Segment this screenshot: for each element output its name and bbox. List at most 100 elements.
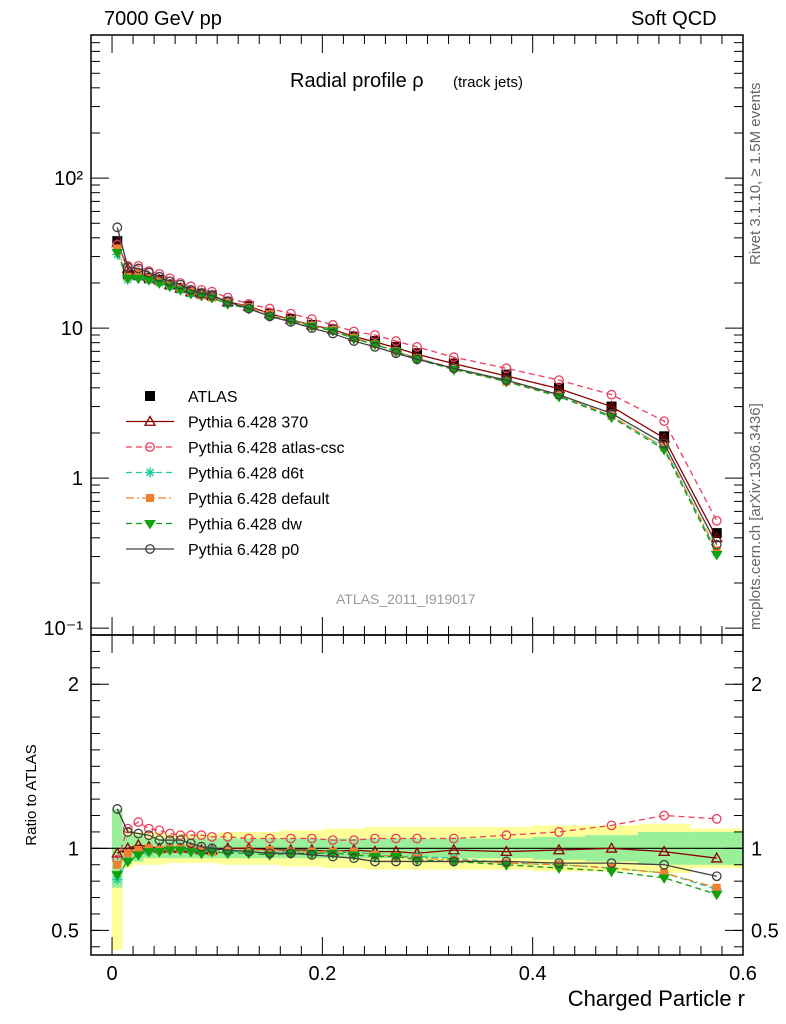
ratio-point (121, 857, 134, 868)
ratio-series-pythia-6-428-atlas-csc (112, 810, 722, 865)
ratio-point (500, 845, 513, 857)
ratio-point (175, 830, 186, 841)
series-line (116, 227, 718, 545)
series-point (134, 269, 143, 278)
ratio-point (348, 851, 360, 861)
ratio-point (605, 867, 618, 878)
ratio-point (306, 833, 317, 844)
axes-group: 10⁻¹ 1 10 10² 0.5 0.5 1 1 2 2 0 0.2 0.4 0.6 (44, 34, 779, 985)
series-point (658, 431, 671, 443)
series-pythia-6-428-p0 (112, 222, 722, 550)
ratio-point (659, 810, 670, 821)
ratio-point (243, 846, 254, 857)
legend-entry: Pythia 6.428 default (126, 491, 330, 508)
ratio-point (326, 849, 339, 860)
series-point (327, 328, 338, 339)
ratio-point (501, 830, 512, 841)
legend-marker (145, 442, 155, 452)
series-point (349, 336, 359, 346)
legend-marker-ATLAS (145, 391, 155, 401)
series-point (412, 354, 422, 365)
series-point (143, 267, 154, 278)
series-point (391, 348, 401, 359)
ratio-point (196, 830, 207, 841)
legend-marker (144, 520, 156, 530)
ratio-point (175, 835, 186, 846)
ratio-point (349, 835, 359, 846)
series-point (153, 279, 166, 289)
data-point (659, 431, 670, 442)
ratio-point (111, 871, 124, 881)
ratio-uncertainty-bands (112, 808, 743, 951)
x-axis-label: Charged Particle r (568, 986, 745, 1011)
series-point (113, 244, 122, 253)
series-point (554, 375, 564, 386)
ratio-point (327, 851, 338, 862)
ratio-y-axis-label: Ratio to ATLAS (23, 744, 40, 845)
ratio-point (154, 825, 165, 836)
series-point (448, 352, 459, 363)
ratio-point (391, 833, 401, 844)
legend-label: Pythia 6.428 370 (188, 415, 308, 432)
series-point (554, 389, 564, 400)
ratio-point (448, 833, 459, 844)
legend-entry: Pythia 6.428 d6t (126, 466, 304, 483)
data-point (112, 236, 123, 247)
ratio-point (195, 849, 208, 860)
ratio-point (284, 849, 297, 860)
ratio-point (605, 842, 618, 853)
legend-entry: ATLAS (145, 389, 238, 406)
ratio-series-pythia-6-428-p0 (112, 804, 722, 882)
legend-label: Pythia 6.428 dw (188, 517, 302, 534)
series-point (501, 363, 512, 374)
ratio-point (710, 890, 723, 901)
ratio-point (285, 833, 296, 844)
x-tick-label: 0.2 (308, 963, 336, 985)
ratio-point (711, 871, 722, 882)
process-label: Soft QCD (631, 8, 717, 30)
ratio-point (306, 849, 317, 860)
main-ytick-label: 10² (54, 168, 83, 190)
ratio-line (116, 814, 717, 861)
series-point (710, 531, 723, 543)
ratio-point (143, 830, 154, 841)
ratio-ytick-label-left: 1 (68, 838, 79, 860)
series-point (712, 546, 721, 555)
main-ytick-label: 10 (61, 318, 83, 340)
ratio-point (391, 856, 401, 867)
series-point (243, 303, 254, 314)
ratio-point (222, 831, 233, 842)
ratio-point (606, 858, 617, 869)
ratio-frame (90, 634, 744, 956)
ratio-point (712, 883, 721, 892)
legend: ATLAS Pythia 6.428 370 Pythia 6.428 atlas-… (126, 389, 345, 559)
legend-label: Pythia 6.428 default (188, 491, 330, 508)
ratio-point (447, 857, 460, 868)
ratio-point (349, 853, 359, 864)
ratio-point (658, 874, 671, 884)
ratio-ytick-label-left: 2 (68, 674, 79, 696)
ratio-line (116, 808, 717, 877)
x-tick-label: 0.4 (519, 963, 547, 985)
ratio-point (133, 817, 144, 827)
ratio-ytick-label-right: 1 (751, 838, 762, 860)
legend-entry: Pythia 6.428 dw (126, 517, 302, 534)
ratio-point (554, 827, 564, 837)
ratio-point (327, 835, 338, 846)
series-point (448, 363, 459, 374)
ratio-ytick-label-left: 0.5 (51, 920, 79, 942)
series-point (606, 389, 617, 400)
series-line (116, 244, 718, 522)
x-tick-label: 0.6 (729, 963, 757, 985)
ratio-point (134, 845, 143, 854)
series-point (391, 336, 401, 346)
legend-entry: Pythia 6.428 p0 (126, 542, 299, 559)
ratio-point (659, 859, 670, 870)
series-point (710, 550, 723, 561)
ratio-point (185, 848, 197, 858)
series-point (222, 296, 233, 307)
main-ytick-label: 10⁻¹ (44, 618, 84, 640)
ratio-point (143, 823, 154, 834)
ratio-point (142, 848, 155, 858)
